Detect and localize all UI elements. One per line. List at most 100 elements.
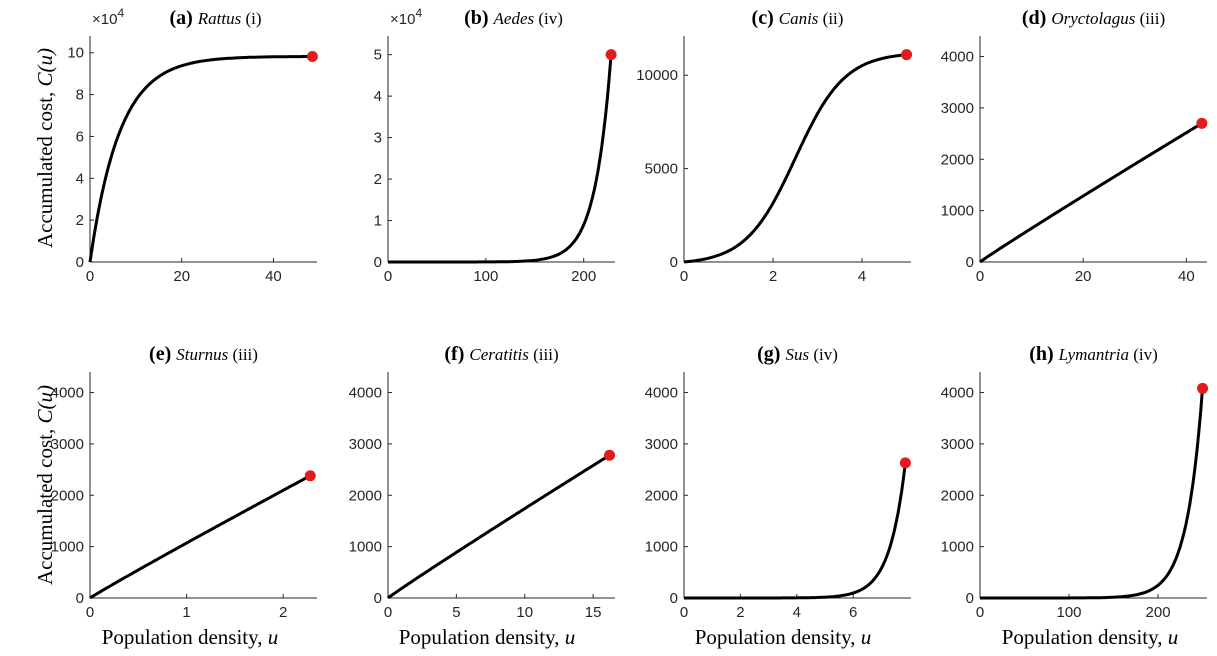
panel-title: (e) Sturnus (iii) [149, 343, 258, 365]
cost-curve [980, 388, 1204, 600]
y-tick-label: 3000 [941, 436, 974, 453]
exponent-power: 4 [117, 6, 124, 20]
panel-g: 0 2 4 6 0 1000 2000 3000 4000 (g) Sus (iv) [645, 343, 911, 621]
panel-model-id: (iv) [813, 345, 838, 364]
panel-e: 0 1 2 0 1000 2000 3000 4000 (e) Sturnus (iii) [51, 343, 317, 621]
endpoint-marker [604, 449, 616, 461]
y-tick-label: 0 [966, 254, 974, 271]
x-tick-label: 0 [976, 268, 984, 285]
panel-genus: Rattus [197, 9, 246, 28]
panel-model-id: (ii) [823, 9, 844, 28]
y-axis-label-bottom: Accumulated cost, C(u) [33, 385, 57, 585]
y-tick-label: 0 [76, 254, 84, 271]
panel-letter: (d) [1022, 7, 1051, 29]
panel-letter: (b) [464, 7, 493, 29]
x-tick-label: 2 [769, 268, 777, 285]
endpoint-marker [306, 51, 318, 63]
y-tick-label: 4000 [941, 385, 974, 402]
panel-model-id: (iii) [1140, 9, 1166, 28]
panel-genus: Lymantria [1058, 345, 1134, 364]
x-axis-label-f: Population density, u [399, 625, 576, 649]
endpoint-marker [605, 49, 617, 61]
y-tick-label: 1000 [51, 539, 84, 556]
y-tick-label: 6 [76, 128, 84, 145]
panel-model-id: (iv) [538, 9, 563, 28]
x-tick-label: 4 [793, 604, 801, 621]
cost-curve [387, 453, 611, 600]
exponent-label: ×104 [92, 6, 124, 28]
x-tick-label: 40 [265, 268, 282, 285]
exponent-power: 4 [415, 6, 422, 20]
panel-genus: Oryctolagus [1051, 9, 1139, 28]
x-tick-label: 200 [571, 268, 596, 285]
panel-title: (g) Sus (iv) [757, 343, 838, 365]
panel-letter: (e) [149, 343, 176, 365]
y-tick-label: 1 [374, 213, 382, 230]
x-tick-label: 0 [384, 604, 392, 621]
y-axis-label-top: Accumulated cost, C(u) [33, 48, 57, 248]
x-tick-label: 0 [976, 604, 984, 621]
y-tick-label: 0 [374, 590, 382, 607]
endpoint-marker [899, 457, 911, 469]
y-tick-label: 5000 [645, 161, 678, 178]
y-tick-label: 2000 [645, 487, 678, 504]
x-tick-label: 2 [736, 604, 744, 621]
panel-a: 0 20 40 0 2 4 6 8 10 ×104 (a) Rattus (i) [67, 6, 318, 285]
panel-title: (f) Ceratitis (iii) [444, 343, 558, 365]
x-tick-label: 5 [452, 604, 460, 621]
y-tick-label: 1000 [645, 539, 678, 556]
y-tick-label: 2 [76, 212, 84, 229]
panel-letter: (f) [444, 343, 469, 365]
x-tick-label: 40 [1178, 268, 1195, 285]
y-tick-label: 5 [374, 47, 382, 64]
panel-model-id: (i) [245, 9, 261, 28]
y-tick-label: 3 [374, 130, 382, 147]
x-axis-label-h: Population density, u [1002, 625, 1179, 649]
y-tick-label: 2000 [349, 487, 382, 504]
panel-c: 0 2 4 0 5000 10000 (c) Canis (ii) [636, 7, 913, 285]
x-tick-label: 6 [849, 604, 857, 621]
y-tick-label: 1000 [941, 203, 974, 220]
panel-letter: (c) [752, 7, 779, 29]
x-tick-label: 1 [182, 604, 190, 621]
panel-model-id: (iv) [1133, 345, 1158, 364]
cost-curve [88, 55, 313, 263]
x-tick-label: 0 [680, 268, 688, 285]
cost-curve [388, 54, 613, 264]
y-tick-label: 4000 [645, 385, 678, 402]
y-tick-label: 2 [374, 171, 382, 188]
y-tick-label: 0 [374, 254, 382, 271]
x-tick-label: 100 [473, 268, 498, 285]
y-tick-label: 8 [76, 87, 84, 104]
y-tick-label: 1000 [941, 539, 974, 556]
x-tick-label: 15 [585, 604, 602, 621]
cost-curve [979, 122, 1203, 264]
panel-d: 0 20 40 0 1000 2000 3000 4000 (d) Oryctolagus (i… [941, 7, 1208, 285]
y-tick-label: 2000 [941, 151, 974, 168]
panel-title: (c) Canis (ii) [752, 7, 844, 29]
panel-title: (d) Oryctolagus (iii) [1022, 7, 1165, 29]
panel-model-id: (iii) [533, 345, 559, 364]
endpoint-marker [1197, 382, 1209, 394]
x-axis-label-e: Population density, u [102, 625, 279, 649]
x-tick-label: 200 [1146, 604, 1171, 621]
panel-genus: Ceratitis [469, 345, 533, 364]
x-tick-label: 2 [279, 604, 287, 621]
x-tick-label: 100 [1057, 604, 1082, 621]
y-tick-label: 1000 [349, 539, 382, 556]
x-tick-label: 0 [384, 268, 392, 285]
y-tick-label: 3000 [645, 436, 678, 453]
y-tick-label: 0 [76, 590, 84, 607]
y-tick-label: 2000 [941, 487, 974, 504]
exponent-label: ×104 [390, 6, 422, 28]
panel-title: (a) Rattus (i) [169, 7, 261, 29]
y-tick-label: 4 [76, 170, 84, 187]
y-tick-label: 4000 [51, 385, 84, 402]
y-tick-label: 10000 [636, 67, 678, 84]
panel-genus: Canis [779, 9, 823, 28]
x-tick-label: 20 [173, 268, 190, 285]
cost-curve [683, 53, 907, 264]
